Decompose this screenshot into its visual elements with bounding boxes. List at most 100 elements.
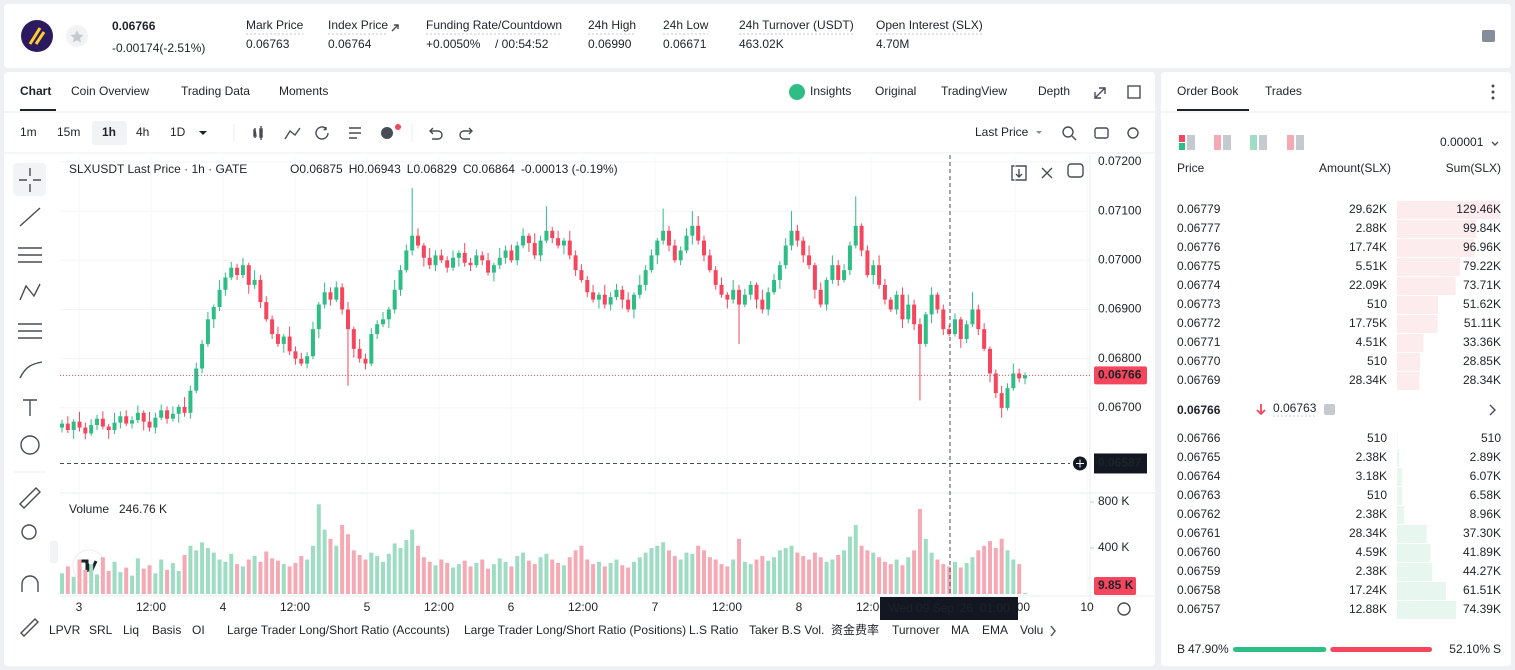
- redo-icon[interactable]: [459, 127, 473, 140]
- ob-price[interactable]: 0.06764: [1177, 469, 1221, 483]
- tick-size[interactable]: 0.00001: [1440, 135, 1484, 149]
- template-icon[interactable]: [349, 127, 361, 139]
- indicator-tab[interactable]: Turnover: [892, 623, 940, 637]
- chart-tab[interactable]: Chart: [20, 84, 51, 98]
- indicator-tab[interactable]: Volu: [1020, 623, 1043, 637]
- settings-icon[interactable]: [1127, 127, 1139, 139]
- candle-body: [287, 336, 292, 352]
- indicator-tab[interactable]: Large Trader Long/Short Ratio (Positions…: [464, 623, 686, 637]
- interval[interactable]: 1m: [20, 125, 37, 139]
- collapse-button[interactable]: [1041, 167, 1053, 179]
- ob-tab[interactable]: Order Book: [1177, 84, 1239, 98]
- brush-tool[interactable]: [19, 361, 43, 379]
- emoji-tool[interactable]: [20, 435, 40, 455]
- dropdown-arrow[interactable]: [199, 131, 207, 135]
- indicator-tab[interactable]: L.S Ratio: [689, 623, 739, 637]
- text-tool[interactable]: [23, 399, 37, 416]
- trendline-tool[interactable]: [19, 207, 41, 227]
- indicator-tab[interactable]: OI: [192, 623, 205, 637]
- ob-tab[interactable]: Trades: [1265, 84, 1302, 98]
- ob-price[interactable]: 0.06763: [1177, 488, 1221, 502]
- ob-price[interactable]: 0.06760: [1177, 545, 1221, 559]
- indicator-tab[interactable]: Taker B.S Vol.: [749, 623, 824, 637]
- candle-body: [649, 255, 654, 271]
- ob-sum: 96.96K: [1463, 240, 1501, 254]
- indicator-tab[interactable]: Liq: [123, 623, 139, 637]
- ob-price[interactable]: 0.06774: [1177, 278, 1221, 292]
- chart-tab[interactable]: Moments: [279, 84, 328, 98]
- ob-price[interactable]: 0.06761: [1177, 526, 1221, 540]
- magnet-tool[interactable]: [21, 575, 39, 592]
- ob-price[interactable]: 0.06757: [1177, 602, 1221, 616]
- pattern-tool[interactable]: [19, 283, 41, 301]
- collapse-handle[interactable]: [50, 541, 58, 563]
- indicator-tab[interactable]: SRL: [89, 623, 113, 637]
- layout-both[interactable]: [1179, 135, 1185, 142]
- zoom-tool[interactable]: [21, 524, 37, 540]
- search-icon[interactable]: [1062, 126, 1074, 138]
- interval[interactable]: 1D: [170, 125, 186, 139]
- ob-price[interactable]: 0.06762: [1177, 507, 1221, 521]
- layout-asks[interactable]: [1214, 135, 1221, 150]
- chart-tab[interactable]: Trading Data: [181, 84, 250, 98]
- chart-tab[interactable]: Coin Overview: [71, 84, 149, 98]
- crosshair-tool[interactable]: [19, 168, 41, 192]
- ruler-tool[interactable]: [19, 487, 41, 509]
- replay-icon[interactable]: [315, 126, 329, 140]
- more-indicators[interactable]: [1050, 625, 1056, 637]
- price-source[interactable]: Last Price: [975, 125, 1029, 139]
- ob-price[interactable]: 0.06765: [1177, 450, 1221, 464]
- camera-icon[interactable]: [1094, 127, 1109, 139]
- candle-body: [789, 230, 794, 246]
- pencil-tool[interactable]: [20, 618, 39, 637]
- layout-alt[interactable]: [1287, 135, 1294, 150]
- indicator-tab[interactable]: 资金费率: [831, 622, 879, 637]
- candle-type-icon[interactable]: [253, 126, 263, 140]
- add-icon[interactable]: [381, 127, 393, 139]
- indicator-tab[interactable]: Large Trader Long/Short Ratio (Accounts): [227, 623, 450, 637]
- view-tab[interactable]: Insights: [810, 84, 851, 98]
- ob-price[interactable]: 0.06772: [1177, 316, 1221, 330]
- interval[interactable]: 15m: [57, 125, 80, 139]
- axis-settings[interactable]: [1117, 602, 1131, 616]
- volume-bar: [270, 558, 275, 594]
- interval[interactable]: 1h: [102, 125, 116, 139]
- ob-price[interactable]: 0.06758: [1177, 583, 1221, 597]
- expand-icon[interactable]: [1094, 87, 1106, 99]
- ob-price[interactable]: 0.06775: [1177, 259, 1221, 273]
- ob-price[interactable]: 0.06766: [1177, 431, 1221, 445]
- indicator-tab[interactable]: Basis: [152, 623, 181, 637]
- reset-button[interactable]: [1067, 163, 1084, 178]
- volume-bar: [561, 565, 566, 594]
- view-tab[interactable]: Original: [875, 84, 916, 98]
- indicator-icon[interactable]: [284, 127, 301, 140]
- ob-price[interactable]: 0.06776: [1177, 240, 1221, 254]
- indicator-tab[interactable]: LPVR: [49, 623, 81, 637]
- coin-logo: [21, 20, 53, 52]
- view-tab[interactable]: TradingView: [941, 84, 1007, 98]
- ob-price[interactable]: 0.06769: [1177, 373, 1221, 387]
- last-volume-box: [1094, 577, 1136, 595]
- ob-price[interactable]: 0.06779: [1177, 202, 1221, 216]
- ob-price[interactable]: 0.06770: [1177, 354, 1221, 368]
- undo-icon[interactable]: [429, 127, 443, 140]
- ob-price[interactable]: 0.06759: [1177, 564, 1221, 578]
- lines-tool[interactable]: [18, 247, 42, 263]
- source-dropdown[interactable]: [1036, 131, 1042, 134]
- indicator-tab[interactable]: EMA: [982, 623, 1008, 637]
- fib-tool[interactable]: [18, 323, 42, 339]
- candle-body: [941, 309, 946, 330]
- layout-bids[interactable]: [1250, 135, 1257, 150]
- ob-price[interactable]: 0.06773: [1177, 297, 1221, 311]
- interval[interactable]: 4h: [136, 125, 149, 139]
- menu-dot[interactable]: [1491, 84, 1495, 88]
- ticksize-dropdown[interactable]: [1491, 141, 1499, 146]
- window-icon[interactable]: [1127, 85, 1141, 99]
- indicator-tab[interactable]: MA: [951, 623, 969, 637]
- view-tab[interactable]: Depth: [1038, 84, 1070, 98]
- ob-price[interactable]: 0.06771: [1177, 335, 1221, 349]
- ob-price[interactable]: 0.06777: [1177, 221, 1221, 235]
- ob-more[interactable]: [1489, 404, 1496, 416]
- scroll-down-button[interactable]: [1011, 165, 1027, 181]
- notes-icon[interactable]: [1482, 30, 1495, 42]
